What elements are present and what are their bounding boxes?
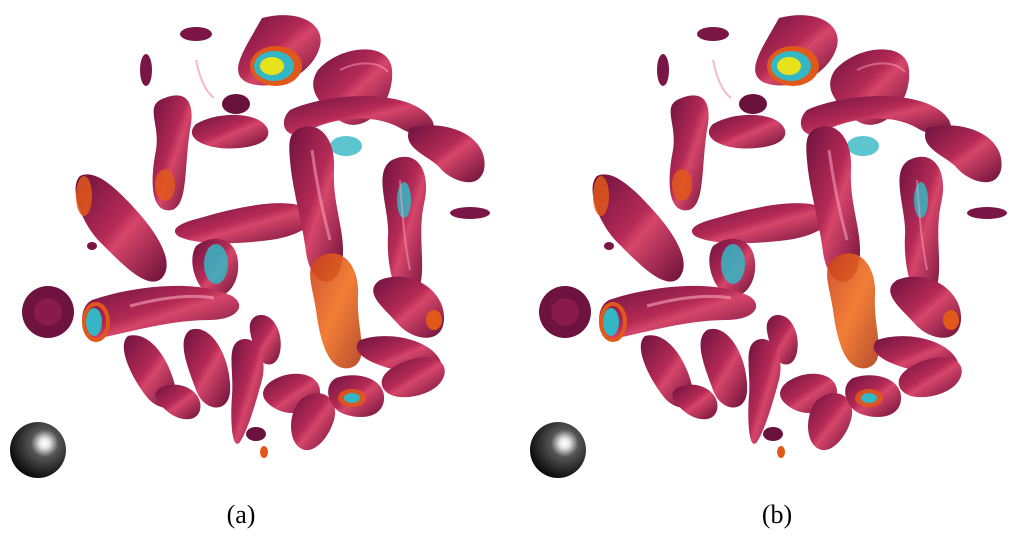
- light-probe-sphere-icon: [530, 422, 586, 478]
- panel-caption: (a): [226, 500, 256, 529]
- light-probe-sphere-icon: [10, 422, 66, 478]
- panel-caption: (b): [761, 500, 793, 529]
- panel-a: (a): [10, 13, 492, 529]
- panel-b: (b): [514, 0, 1028, 537]
- volume-rendering-image: [10, 13, 492, 478]
- volume-rendering-image: [530, 13, 1009, 478]
